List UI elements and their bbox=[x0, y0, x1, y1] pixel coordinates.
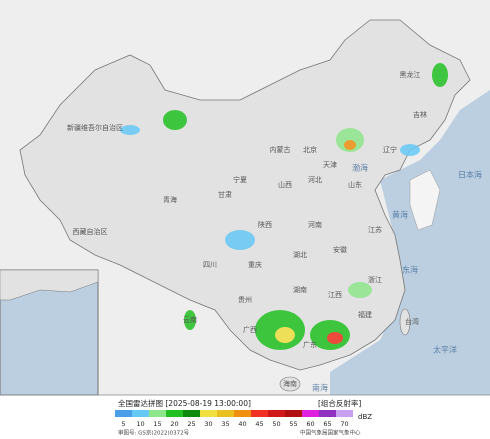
map-label: 贵州 bbox=[238, 295, 252, 304]
map-label: 湖南 bbox=[293, 285, 307, 294]
echo bbox=[225, 230, 255, 250]
legend-swatch bbox=[115, 410, 132, 417]
legend-level: 30 bbox=[204, 420, 212, 428]
map-label: 福建 bbox=[358, 310, 372, 319]
agency: 中国气象局国家气象中心 bbox=[300, 429, 361, 437]
legend-level: 40 bbox=[238, 420, 246, 428]
map-label: 内蒙古 bbox=[270, 145, 291, 154]
map-label: 北京 bbox=[303, 145, 317, 154]
legend-level: 45 bbox=[255, 420, 263, 428]
map-label: 太平洋 bbox=[433, 345, 457, 355]
map-label: 吉林 bbox=[413, 110, 427, 119]
map-label: 四川 bbox=[203, 261, 217, 269]
legend-level: 5 bbox=[121, 420, 125, 428]
legend-level: 35 bbox=[221, 420, 229, 428]
legend-swatch bbox=[166, 410, 183, 417]
echo bbox=[327, 332, 343, 344]
legend-swatch bbox=[183, 410, 200, 417]
map-label: 青海 bbox=[163, 195, 177, 204]
legend-level: 70 bbox=[340, 420, 348, 428]
map-label: 宁夏 bbox=[233, 175, 247, 184]
legend-swatch bbox=[132, 410, 149, 417]
map-label: 安徽 bbox=[333, 245, 347, 254]
legend-level: 25 bbox=[187, 420, 195, 428]
legend-swatch bbox=[319, 410, 336, 417]
hainan bbox=[279, 376, 301, 392]
legend-swatch bbox=[285, 410, 302, 417]
legend-swatch bbox=[234, 410, 251, 417]
legend-swatch bbox=[302, 410, 319, 417]
legend-title: 全国雷达拼图 [2025-08-19 13:00:00] bbox=[118, 398, 251, 408]
legend-product: [组合反射率] bbox=[318, 398, 361, 408]
legend-level: 60 bbox=[306, 420, 314, 428]
legend-swatch bbox=[200, 410, 217, 417]
map-label: 日本海 bbox=[458, 170, 482, 180]
legend-level: 10 bbox=[136, 420, 144, 428]
map-label: 山东 bbox=[348, 180, 362, 189]
map-label: 南海 bbox=[312, 383, 328, 393]
map-label: 陕西 bbox=[258, 220, 272, 229]
legend-level: 55 bbox=[289, 420, 297, 428]
map-label: 河南 bbox=[308, 220, 322, 229]
map-label: 东海 bbox=[402, 265, 418, 275]
legend-swatch bbox=[149, 410, 166, 417]
echo bbox=[348, 282, 372, 298]
legend-level: 20 bbox=[170, 420, 178, 428]
echo bbox=[120, 125, 140, 135]
map-label: 江苏 bbox=[368, 225, 382, 234]
legend-swatch bbox=[217, 410, 234, 417]
map-label: 渤海 bbox=[352, 163, 368, 173]
map-label: 浙江 bbox=[368, 275, 382, 284]
inset-land bbox=[0, 269, 99, 301]
legend-swatch bbox=[251, 410, 268, 417]
map-label: 台湾 bbox=[405, 317, 419, 326]
approval-number: 审图号: GS京(2022)0372号 bbox=[118, 429, 190, 437]
map-label: 辽宁 bbox=[383, 145, 397, 154]
map-label: 云南 bbox=[183, 315, 197, 324]
echo bbox=[184, 310, 196, 330]
map-label: 湖北 bbox=[293, 250, 307, 259]
map-label: 广东 bbox=[303, 340, 317, 349]
map-label: 江西 bbox=[328, 291, 342, 299]
map-label: 黄海 bbox=[392, 210, 408, 220]
map-label: 新疆维吾尔自治区 bbox=[67, 123, 123, 132]
map-label: 山西 bbox=[278, 180, 292, 189]
echo bbox=[400, 144, 420, 156]
map-label: 海南 bbox=[283, 379, 297, 388]
echo bbox=[432, 63, 448, 87]
map-label: 甘肃 bbox=[218, 190, 232, 199]
legend-level: 65 bbox=[323, 420, 331, 428]
map-label: 重庆 bbox=[248, 260, 262, 269]
map-label: 广西 bbox=[243, 325, 257, 334]
map-label: 黑龙江 bbox=[400, 70, 421, 79]
legend-swatch bbox=[268, 410, 285, 417]
sea bbox=[330, 90, 490, 395]
korea bbox=[409, 169, 441, 231]
legend-unit: dBZ bbox=[358, 413, 372, 421]
map-label: 河北 bbox=[308, 176, 322, 184]
legend-level: 15 bbox=[153, 420, 161, 428]
legend-level: 50 bbox=[272, 420, 280, 428]
legend-swatch bbox=[336, 410, 353, 417]
echo bbox=[344, 140, 356, 150]
echo bbox=[163, 110, 187, 130]
taiwan bbox=[399, 308, 411, 336]
map-label: 天津 bbox=[323, 161, 337, 169]
echo bbox=[275, 327, 295, 343]
map-label: 西藏自治区 bbox=[73, 227, 108, 236]
